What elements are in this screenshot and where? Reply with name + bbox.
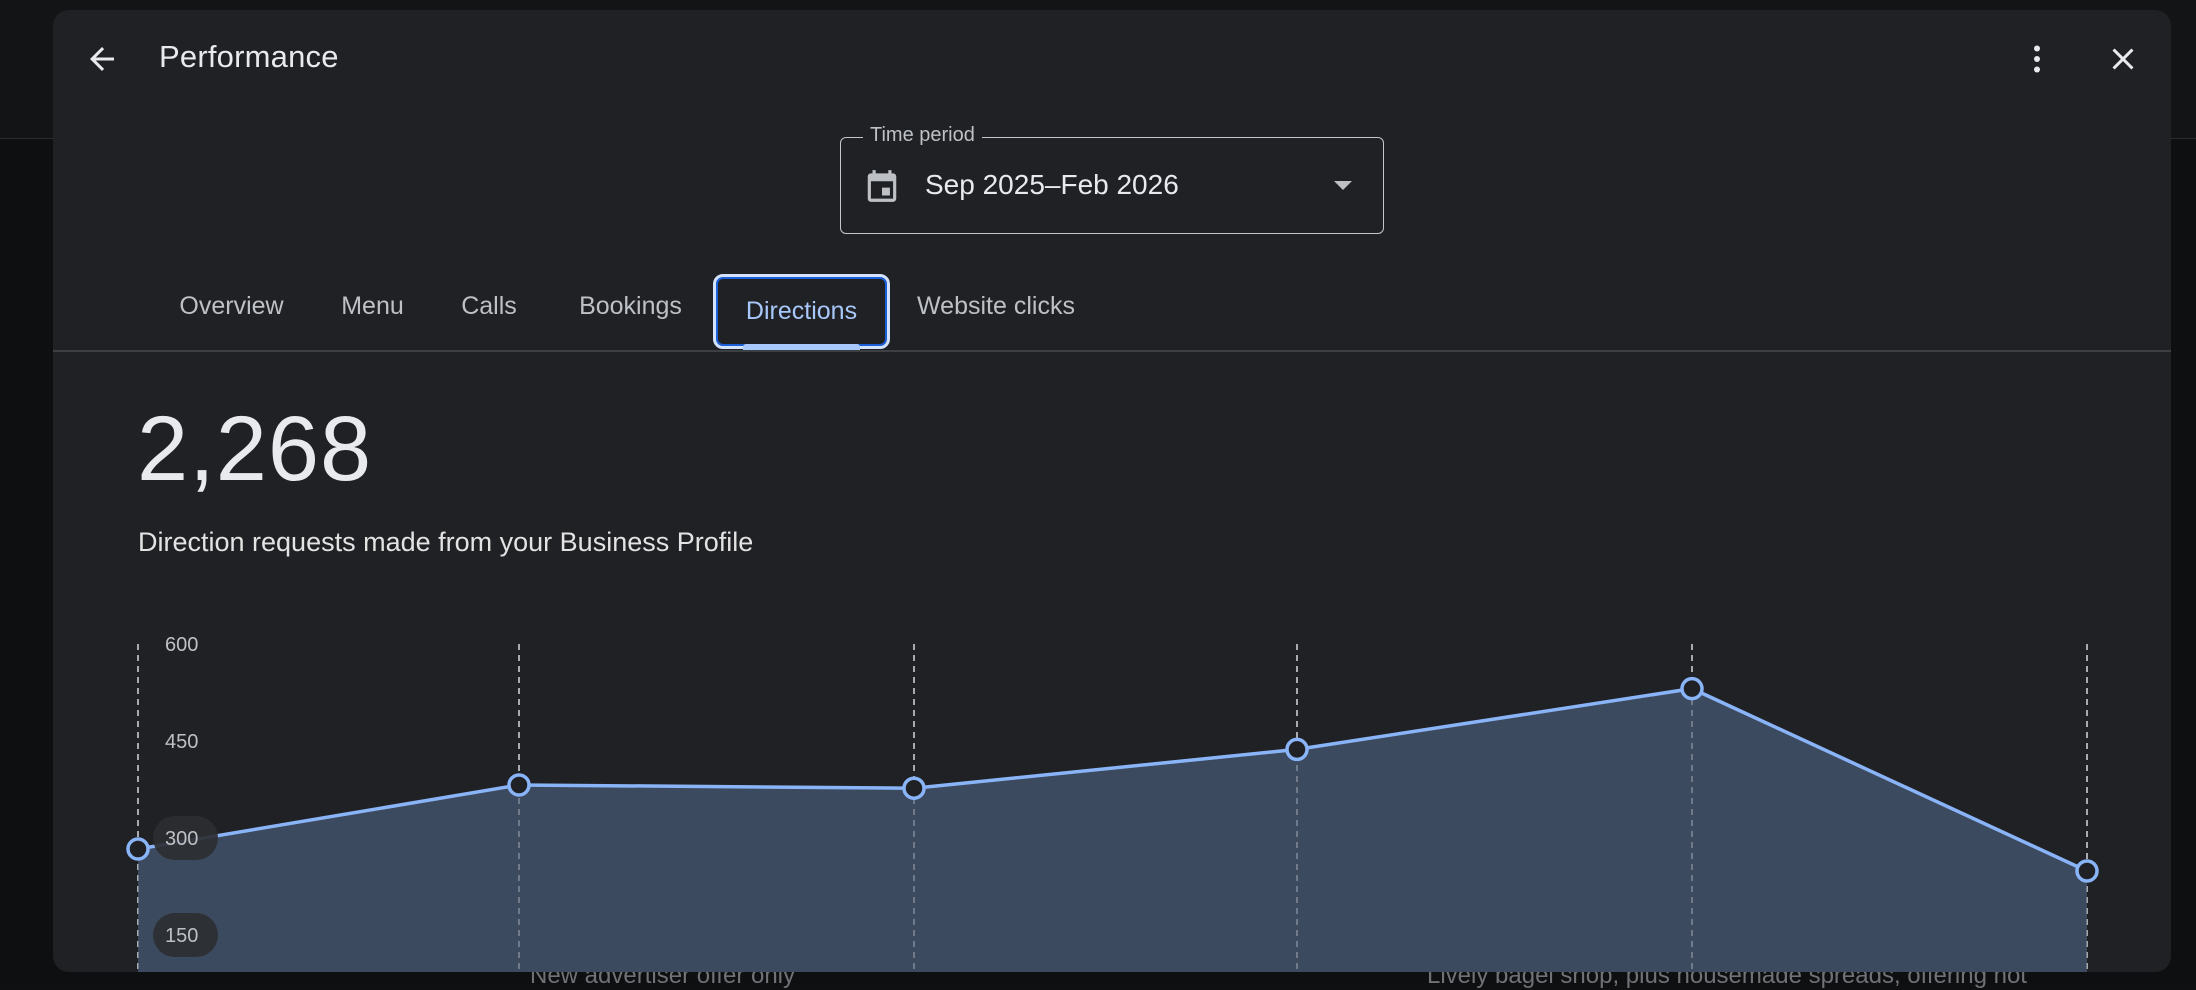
chart-data-point[interactable] (902, 776, 926, 800)
tab-bookings[interactable]: Bookings (579, 291, 682, 320)
chart-series-line (137, 686, 2088, 873)
performance-dialog: Performance Time period Sep 2025–Feb 202… (53, 10, 2171, 972)
tab-divider (53, 350, 2171, 352)
chart-data-point[interactable] (1285, 737, 1309, 762)
back-button[interactable] (74, 31, 130, 87)
tab-menu[interactable]: Menu (341, 291, 404, 320)
y-tick-chip (153, 913, 218, 958)
tab-bar: Overview Menu Calls Bookings Directions … (53, 264, 2171, 360)
dropdown-arrow-icon (1334, 181, 1352, 190)
time-period-select[interactable]: Time period Sep 2025–Feb 2026 (840, 124, 1384, 234)
calendar-icon (867, 170, 897, 202)
chart-data-point[interactable] (2075, 859, 2099, 883)
close-icon (2112, 48, 2134, 70)
time-period-label: Time period (863, 124, 982, 147)
page-title: Performance (159, 39, 339, 74)
metric-description: Direction requests made from your Busine… (138, 527, 754, 557)
active-tab-indicator (743, 344, 860, 350)
y-tick-chip (153, 816, 218, 861)
chart-data-point[interactable] (126, 837, 150, 861)
time-period-value: Sep 2025–Feb 2026 (925, 169, 1179, 200)
dialog-header: Performance (53, 10, 2171, 110)
more-options-button[interactable] (2009, 31, 2065, 87)
y-tick-label: 600 (165, 634, 198, 656)
y-tick-label: 450 (165, 731, 198, 753)
chart-data-point[interactable] (1680, 676, 1704, 701)
tab-directions[interactable]: Directions (713, 274, 890, 349)
tab-calls[interactable]: Calls (461, 291, 517, 320)
tab-overview[interactable]: Overview (179, 291, 284, 320)
chart-data-point[interactable] (507, 773, 531, 797)
directions-chart: 600 450 300 150 (126, 634, 2099, 972)
y-tick-label: 150 (165, 925, 198, 947)
more-vert-icon (2034, 45, 2040, 73)
metric-value: 2,268 (137, 398, 373, 500)
y-tick-label: 300 (165, 828, 198, 850)
close-button[interactable] (2095, 31, 2151, 87)
tab-website-clicks[interactable]: Website clicks (917, 291, 1075, 320)
chart-area-fill (138, 688, 2087, 972)
arrow-back-icon (90, 47, 114, 71)
